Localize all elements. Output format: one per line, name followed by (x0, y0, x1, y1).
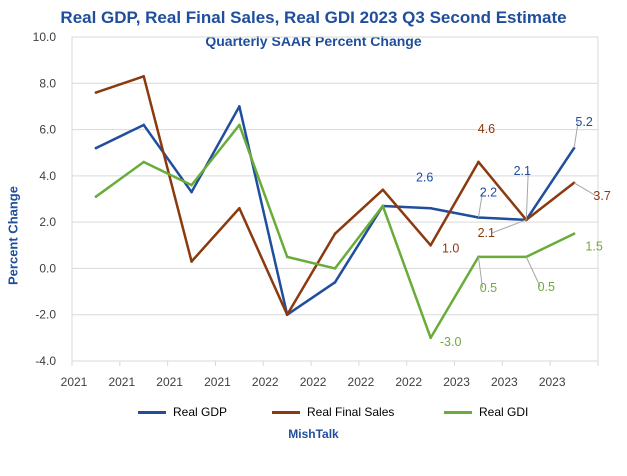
data-label-leader-9 (477, 256, 483, 288)
data-label-leader-1 (477, 192, 483, 218)
legend-label-real-gdi: Real GDI (479, 405, 529, 419)
data-label-gdi-10: 1.5 (585, 240, 602, 254)
x-tick-label-4: 2022 (252, 375, 279, 389)
point-gdp-7 (429, 206, 432, 210)
point-gdp-2 (190, 190, 193, 194)
legend-item-real-gdi: Real GDI (444, 405, 528, 419)
x-tick-label-6: 2022 (348, 375, 375, 389)
x-tick-label-5: 2022 (300, 375, 327, 389)
point-final_sales-6 (381, 188, 385, 192)
y-tick-label-3: 4.0 (39, 169, 56, 183)
y-tick-label-7: -4.0 (35, 354, 56, 368)
data-label-gdp-9: 2.1 (514, 164, 531, 178)
point-gdp-1 (142, 123, 146, 127)
legend-swatch-real-final-sales (272, 410, 300, 414)
x-tick-label-8: 2023 (443, 375, 470, 389)
x-tick-label-2: 2021 (156, 375, 183, 389)
plot-area (71, 36, 599, 362)
y-tick-label-6: -2.0 (35, 308, 56, 322)
legend: Real GDP Real Final Sales Real GDI (0, 405, 627, 425)
point-gdp-5 (333, 281, 337, 284)
y-tick-label-1: 8.0 (39, 76, 56, 90)
data-label-leader-3 (573, 122, 579, 149)
point-gdi-4 (285, 255, 289, 259)
point-gdp-3 (238, 105, 241, 108)
chart-plot: 10.0 8.0 6.0 4.0 2.0 0.0 -2.0 -4.0 2021 2021 2021 2… (33, 30, 611, 389)
data-label-leader-7 (573, 182, 597, 197)
point-final_sales-4 (285, 313, 289, 317)
chart-title: Real GDP, Real Final Sales, Real GDI 202… (60, 8, 567, 27)
source-label: MishTalk (288, 427, 339, 441)
y-tick-label-0: 10.0 (33, 30, 57, 44)
data-label-gdp-8: 2.2 (480, 186, 497, 200)
data-label-leader-10 (525, 256, 541, 288)
point-final_sales-7 (429, 243, 432, 247)
point-final_sales-8 (477, 160, 480, 164)
y-tick-label-5: 0.0 (39, 261, 56, 275)
point-final_sales-5 (333, 232, 337, 236)
point-gdi-2 (190, 183, 193, 187)
data-label-final_sales-9: 2.1 (478, 226, 495, 240)
point-final_sales-0 (94, 91, 98, 94)
data-label-gdi-8: 0.5 (480, 281, 497, 295)
data-label-final_sales-10: 3.7 (593, 189, 610, 203)
y-tick-label-4: 2.0 (39, 215, 56, 229)
legend-swatch-real-gdi (444, 410, 472, 414)
point-final_sales-3 (238, 206, 241, 210)
point-final_sales-1 (142, 75, 146, 78)
data-label-leader-6 (492, 219, 527, 234)
legend-label-real-gdp: Real GDP (173, 405, 228, 419)
x-tick-label-1: 2021 (108, 375, 135, 389)
data-label-gdi-9: 0.5 (538, 280, 555, 294)
x-tick-label-0: 2021 (61, 375, 88, 389)
point-gdi-10 (572, 232, 576, 236)
point-gdp-0 (94, 146, 98, 150)
legend-item-real-gdp: Real GDP (138, 405, 227, 419)
data-label-leader-2 (525, 170, 529, 220)
data-label-gdi-7: -3.0 (440, 335, 462, 349)
legend-label-real-final-sales: Real Final Sales (307, 405, 395, 419)
x-tick-label-10: 2023 (539, 375, 566, 389)
legend-item-real-final-sales: Real Final Sales (272, 405, 394, 419)
point-gdi-6 (381, 204, 385, 208)
point-gdi-7 (429, 336, 432, 340)
x-tick-label-9: 2023 (491, 375, 518, 389)
point-gdi-0 (94, 195, 98, 198)
point-gdi-5 (333, 267, 337, 270)
legend-swatch-real-gdp (138, 410, 166, 414)
point-final_sales-2 (190, 260, 193, 263)
x-tick-label-7: 2022 (395, 375, 422, 389)
data-label-gdp-7: 2.6 (416, 170, 433, 184)
x-tick-label-3: 2021 (204, 375, 231, 389)
data-label-final_sales-7: 1.0 (442, 241, 459, 255)
point-gdi-1 (142, 160, 146, 164)
data-label-gdp-10: 5.2 (575, 115, 592, 129)
series-line-final_sales (95, 75, 575, 316)
data-label-final_sales-8: 4.6 (478, 122, 495, 136)
y-tick-label-2: 6.0 (39, 123, 56, 137)
point-gdi-3 (238, 123, 241, 127)
